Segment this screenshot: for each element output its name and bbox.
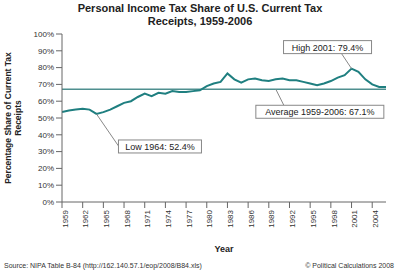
svg-text:30%: 30% — [38, 147, 54, 156]
svg-text:1965: 1965 — [102, 209, 111, 227]
svg-text:2004: 2004 — [371, 209, 380, 227]
svg-text:High 2001: 79.4%: High 2001: 79.4% — [292, 43, 364, 53]
svg-text:80%: 80% — [38, 63, 54, 72]
svg-text:1989: 1989 — [267, 209, 276, 227]
svg-text:50%: 50% — [38, 114, 54, 123]
svg-text:1980: 1980 — [205, 209, 214, 227]
svg-text:1968: 1968 — [123, 209, 132, 227]
svg-text:1971: 1971 — [143, 209, 152, 227]
svg-text:70%: 70% — [38, 80, 54, 89]
svg-text:1959: 1959 — [61, 209, 70, 227]
svg-text:40%: 40% — [38, 131, 54, 140]
svg-text:60%: 60% — [38, 97, 54, 106]
svg-text:1992: 1992 — [288, 209, 297, 227]
svg-text:1986: 1986 — [247, 209, 256, 227]
svg-text:90%: 90% — [38, 47, 54, 56]
html-text:Source: NIPA Table B-84 (http:: Source: NIPA Table B-84 (http://162.140.… — [4, 262, 202, 269]
svg-text:10%: 10% — [38, 181, 54, 190]
html-text:Personal Income Tax Share of U: Personal Income Tax Share of U.S. Curren… — [77, 2, 323, 27]
svg-text:1983: 1983 — [226, 209, 235, 227]
svg-text:20%: 20% — [38, 164, 54, 173]
svg-text:Year: Year — [214, 244, 234, 254]
svg-text:1977: 1977 — [185, 209, 194, 227]
svg-text:Percentage Share of Current Ta: Percentage Share of Current TaxReceipts — [8, 52, 23, 184]
svg-text:Average 1959-2006: 67.1%: Average 1959-2006: 67.1% — [265, 107, 374, 117]
svg-text:1974: 1974 — [164, 209, 173, 227]
svg-text:1962: 1962 — [81, 209, 90, 227]
svg-text:100%: 100% — [34, 30, 54, 39]
html-text:© Political Calculations 2008: © Political Calculations 2008 — [305, 262, 394, 269]
svg-text:1998: 1998 — [330, 209, 339, 227]
svg-text:0%: 0% — [42, 198, 54, 207]
svg-text:2001: 2001 — [350, 209, 359, 227]
svg-text:Low 1964: 52.4%: Low 1964: 52.4% — [125, 142, 195, 152]
svg-text:1995: 1995 — [309, 209, 318, 227]
